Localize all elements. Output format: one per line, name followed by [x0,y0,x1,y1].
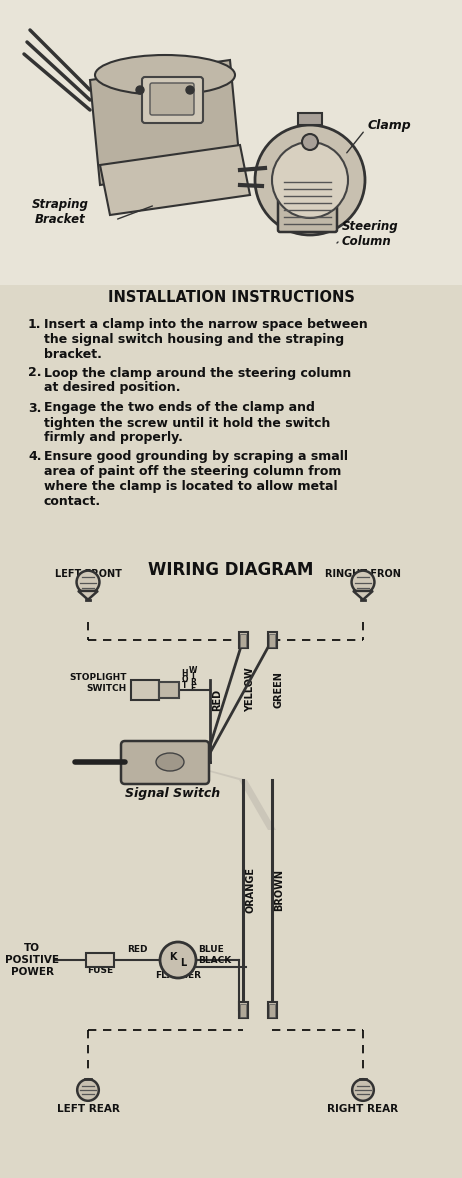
Circle shape [272,143,348,218]
Text: YELLOW: YELLOW [245,668,255,713]
Circle shape [77,1079,99,1100]
Circle shape [186,86,194,94]
Text: LEFT REAR: LEFT REAR [56,1104,120,1114]
Polygon shape [90,60,240,185]
Text: Straping
Bracket: Straping Bracket [31,198,88,226]
Text: BLACK: BLACK [198,957,231,965]
Bar [267,1002,276,1018]
Bar [267,633,276,648]
Text: L: L [180,958,186,968]
Text: I: I [192,671,195,681]
Circle shape [352,570,374,594]
Bar [240,1004,246,1017]
Text: FLASHER: FLASHER [155,971,201,980]
Text: BLUE: BLUE [198,945,224,954]
Bar [159,682,179,699]
Text: 4.: 4. [28,450,42,463]
Text: K: K [169,952,177,962]
Text: 2.: 2. [28,366,42,379]
Text: R: R [190,679,196,687]
Polygon shape [353,591,373,600]
Text: RIGHT REAR: RIGHT REAR [328,1104,399,1114]
Text: RED: RED [127,945,147,954]
Bar [238,1002,248,1018]
FancyBboxPatch shape [121,741,209,785]
Text: 1.: 1. [28,318,42,331]
Bar [238,633,248,648]
Text: INSTALLATION INSTRUCTIONS: INSTALLATION INSTRUCTIONS [108,291,354,305]
FancyBboxPatch shape [150,82,194,115]
Text: Loop the clamp around the steering column
at desired position.: Loop the clamp around the steering colum… [44,366,351,395]
Text: W: W [189,666,197,675]
Text: WIRING DIAGRAM: WIRING DIAGRAM [148,561,314,580]
Text: 3.: 3. [28,402,42,415]
FancyBboxPatch shape [278,168,337,232]
Circle shape [136,86,144,94]
Polygon shape [78,591,98,600]
Text: RED: RED [212,689,222,712]
Bar [240,634,246,647]
Bar [269,634,275,647]
Text: GREEN: GREEN [274,671,284,708]
Text: T: T [182,681,188,690]
Polygon shape [203,770,276,830]
FancyBboxPatch shape [142,77,203,123]
Text: Clamp: Clamp [368,119,412,132]
Circle shape [77,570,99,594]
Bar [269,1004,275,1017]
Text: Ensure good grounding by scraping a small
area of paint off the steering column : Ensure good grounding by scraping a smal… [44,450,348,508]
Circle shape [160,942,196,978]
Ellipse shape [95,55,235,95]
Circle shape [352,1079,374,1100]
Text: Engage the two ends of the clamp and
tighten the screw until it hold the switch
: Engage the two ends of the clamp and tig… [44,402,330,444]
Text: E: E [190,684,195,693]
Ellipse shape [156,753,184,770]
Circle shape [302,134,318,150]
Text: BROWN: BROWN [274,869,284,911]
Polygon shape [100,145,250,216]
Text: ORANGE: ORANGE [245,867,255,913]
Text: TO
POSITIVE
POWER: TO POSITIVE POWER [5,944,59,977]
Text: H: H [182,669,188,679]
Text: O: O [182,675,188,684]
Circle shape [255,125,365,234]
Text: STOPLIGHT
SWITCH: STOPLIGHT SWITCH [69,674,127,693]
Text: RINGHT FRON: RINGHT FRON [325,569,401,580]
Text: Signal Switch: Signal Switch [125,787,220,800]
Bar [86,953,114,967]
Bar [298,113,322,125]
Text: FUSE: FUSE [87,966,113,975]
Text: Steering
Column: Steering Column [342,220,399,249]
Bar [131,680,159,700]
Text: Insert a clamp into the narrow space between
the signal switch housing and the s: Insert a clamp into the narrow space bet… [44,318,368,360]
Text: LEFT FRONT: LEFT FRONT [55,569,122,580]
Bar [0,0,462,285]
